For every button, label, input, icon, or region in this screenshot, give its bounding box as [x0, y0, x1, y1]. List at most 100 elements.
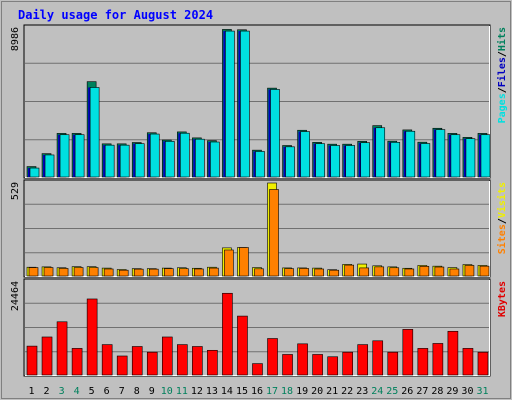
- bar-kbytes-day-9: [146, 351, 158, 376]
- bar-files-day-20: [313, 143, 316, 177]
- bar-pages-day-10: [164, 141, 175, 178]
- x-tick-label: 20: [311, 386, 323, 397]
- bar-kbytes-day-10: [161, 336, 173, 376]
- bar-files-day-14: [223, 31, 226, 177]
- bar-pages-day-2: [44, 154, 55, 178]
- x-tick-label: 4: [74, 386, 80, 397]
- legend-label-sites: Sites: [496, 224, 508, 254]
- legend-label-visits: Visits: [496, 182, 508, 218]
- x-tick-label: 8: [134, 386, 140, 397]
- bar-files-day-28: [433, 129, 436, 177]
- bar-sites-day-29: [449, 268, 460, 277]
- bar-files-day-15: [238, 31, 241, 177]
- y-max-label: 24464: [10, 281, 21, 311]
- bar-sites-day-17: [269, 189, 279, 277]
- legend: Sites/Visits: [496, 182, 508, 254]
- bar-sites-day-5: [88, 267, 99, 277]
- bar-kbytes-day-20: [312, 354, 323, 376]
- bar-pages-day-3: [59, 134, 70, 178]
- bar-pages-day-26: [405, 130, 416, 178]
- x-tick-label: 19: [296, 386, 308, 397]
- bar-sites-day-1: [28, 267, 39, 277]
- bar-files-day-7: [118, 145, 121, 177]
- panel-sites-visits: 529 Sites/Visits: [10, 179, 508, 278]
- bar-sites-day-21: [329, 269, 339, 277]
- bar-files-day-30: [463, 138, 466, 177]
- x-tick-label: 5: [89, 386, 95, 397]
- bar-files-day-12: [193, 139, 196, 177]
- bar-files-day-5: [88, 87, 91, 177]
- bar-files-day-4: [73, 134, 76, 177]
- x-tick-label: 15: [236, 386, 248, 397]
- x-tick-label: 23: [356, 386, 368, 397]
- bar-sites-day-7: [118, 269, 129, 277]
- bar-files-day-25: [388, 142, 391, 177]
- bar-kbytes-day-29: [447, 330, 459, 376]
- bar-pages-day-18: [285, 146, 295, 178]
- bar-pages-day-23: [360, 142, 371, 178]
- bar-kbytes-day-15: [237, 315, 248, 376]
- legend-label-kbytes: KBytes: [497, 281, 508, 317]
- bar-files-day-21: [328, 145, 331, 177]
- bar-kbytes-day-27: [417, 348, 429, 376]
- bar-kbytes-day-31: [477, 351, 489, 376]
- x-tick-label: 6: [104, 386, 110, 397]
- bar-pages-day-11: [180, 132, 190, 178]
- bar-sites-day-11: [179, 268, 189, 277]
- bar-files-day-11: [178, 133, 181, 177]
- bar-kbytes-day-12: [192, 346, 203, 376]
- bar-files-day-10: [163, 141, 166, 177]
- bar-sites-day-4: [73, 267, 84, 277]
- bar-sites-day-12: [194, 268, 204, 277]
- bar-sites-day-28: [434, 266, 445, 277]
- x-tick-label: 17: [266, 386, 278, 397]
- bar-files-day-23: [358, 142, 361, 177]
- bar-pages-day-5: [89, 87, 100, 178]
- bar-files-day-2: [43, 154, 46, 177]
- bar-sites-day-14: [224, 249, 234, 277]
- bar-sites-day-10: [163, 268, 174, 277]
- bar-pages-day-17: [270, 89, 280, 178]
- bar-files-day-24: [373, 127, 376, 177]
- bar-files-day-9: [148, 134, 151, 177]
- bar-files-day-27: [418, 143, 421, 177]
- bar-files-day-22: [343, 145, 346, 177]
- bar-kbytes-day-18: [282, 354, 293, 376]
- bar-pages-day-16: [255, 151, 265, 178]
- x-tick-label: 12: [191, 386, 203, 397]
- bar-kbytes-day-7: [116, 355, 128, 376]
- bar-kbytes-day-28: [432, 343, 444, 376]
- legend-label-files: Files: [496, 57, 508, 87]
- bar-kbytes-day-17: [267, 338, 278, 376]
- bar-sites-day-15: [239, 247, 249, 277]
- legend: Pages/Files/Hits: [496, 27, 508, 123]
- bar-sites-day-25: [389, 267, 400, 277]
- bar-pages-day-24: [375, 127, 386, 178]
- x-tick-label: 13: [206, 386, 218, 397]
- bar-kbytes-day-16: [252, 363, 263, 376]
- bar-sites-day-26: [404, 268, 415, 277]
- legend-separator: /: [497, 87, 508, 93]
- bar-pages-day-9: [149, 133, 160, 178]
- bar-pages-day-12: [195, 138, 205, 178]
- bar-sites-day-30: [464, 265, 475, 277]
- bar-pages-day-21: [330, 145, 340, 178]
- bar-kbytes-day-23: [357, 344, 369, 376]
- bar-kbytes-day-21: [327, 356, 338, 376]
- bar-kbytes-day-14: [222, 292, 233, 376]
- legend: KBytes: [497, 281, 508, 317]
- bar-files-day-19: [298, 131, 301, 177]
- legend-separator: /: [497, 51, 508, 57]
- bar-kbytes-day-8: [131, 346, 143, 376]
- chart-panels: 8986Pages/Files/Hits529Sites/Visits24464…: [10, 24, 508, 377]
- bar-kbytes-day-24: [372, 340, 384, 376]
- bar-sites-day-31: [479, 265, 490, 277]
- bar-sites-day-18: [284, 268, 294, 277]
- bar-sites-day-3: [58, 268, 69, 277]
- bar-pages-day-4: [74, 134, 85, 178]
- bar-pages-day-7: [119, 144, 130, 178]
- panel-kbytes: 24464 KBytes: [10, 278, 508, 377]
- bar-files-day-1: [28, 168, 30, 177]
- x-tick-label: 30: [461, 386, 473, 397]
